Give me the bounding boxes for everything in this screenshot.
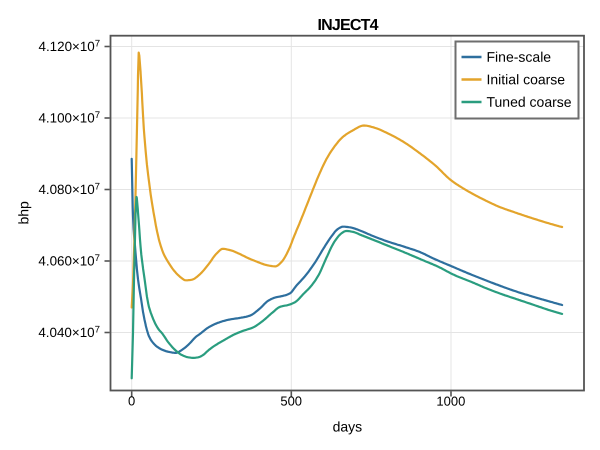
- svg-text:Fine-scale: Fine-scale: [487, 49, 552, 65]
- svg-text:Initial coarse: Initial coarse: [486, 71, 565, 87]
- svg-text:1000: 1000: [436, 394, 465, 409]
- svg-text:bhp: bhp: [15, 201, 31, 225]
- svg-text:INJECT4: INJECT4: [317, 17, 378, 34]
- svg-text:4.060×107: 4.060×107: [38, 253, 100, 269]
- svg-text:500: 500: [280, 393, 302, 408]
- svg-text:4.080×107: 4.080×107: [38, 181, 100, 197]
- svg-text:4.120×107: 4.120×107: [39, 38, 101, 54]
- svg-text:days: days: [333, 419, 363, 435]
- svg-text:0: 0: [128, 393, 135, 408]
- svg-text:4.040×107: 4.040×107: [38, 324, 100, 340]
- svg-text:4.100×107: 4.100×107: [38, 110, 100, 126]
- svg-text:Tuned coarse: Tuned coarse: [486, 94, 571, 110]
